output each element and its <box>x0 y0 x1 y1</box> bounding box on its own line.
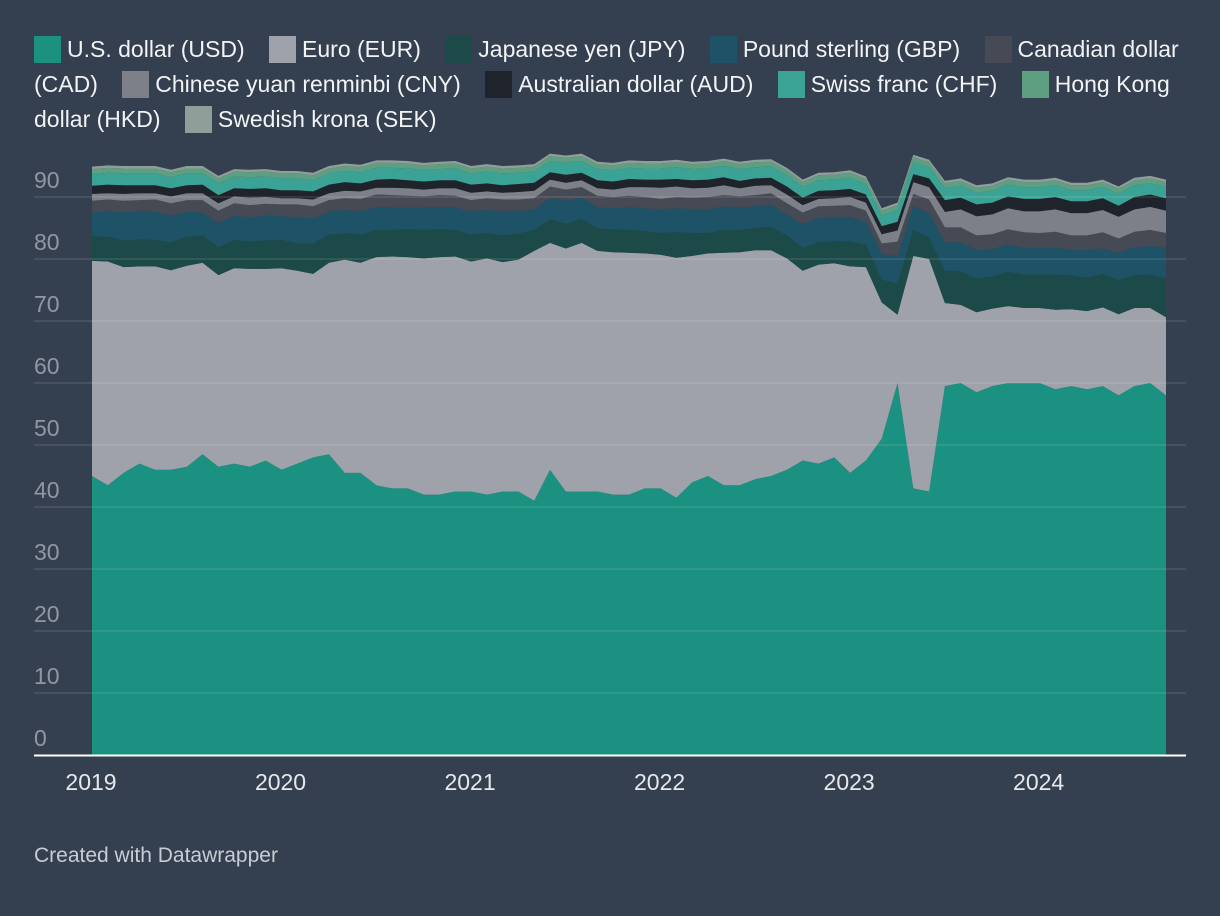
legend-item: Pound sterling (GBP) <box>709 36 961 63</box>
x-tick-label: 2023 <box>824 769 875 795</box>
legend-label: Canadian dollar (CAD) <box>34 36 1179 97</box>
y-axis-ticks: 0 10 20 30 40 50 60 70 80 90 <box>34 167 60 751</box>
legend-swatch <box>984 36 1012 63</box>
legend-swatch <box>122 71 150 98</box>
legend-swatch <box>709 36 737 63</box>
legend-label: Chinese yuan renminbi (CNY) <box>155 71 461 97</box>
legend-item: Swiss franc (CHF) <box>777 71 998 98</box>
area-series <box>92 153 1166 211</box>
area-series <box>92 242 1166 501</box>
area-series <box>92 186 1166 257</box>
stacked-area-chart: 0 10 20 30 40 50 60 70 80 90 2019 2020 2021 2022 2023… <box>34 153 1186 795</box>
legend-label: Euro (EUR) <box>302 36 421 62</box>
y-tick-label: 90 <box>34 167 60 193</box>
chart-areas <box>92 153 1166 755</box>
y-tick-label: 60 <box>34 353 60 379</box>
legend-swatch <box>269 36 297 63</box>
x-tick-label: 2020 <box>255 769 306 795</box>
legend-label: Pound sterling (GBP) <box>742 36 961 62</box>
legend-label: Australian dollar (AUD) <box>518 71 754 97</box>
legend-label: Swedish krona (SEK) <box>217 106 437 132</box>
area-series <box>92 218 1166 318</box>
y-tick-label: 50 <box>34 415 60 441</box>
area-series <box>92 179 1166 244</box>
legend-item: Japanese yen (JPY) <box>445 36 686 63</box>
chart-gridlines <box>34 196 1186 694</box>
x-tick-label: 2019 <box>65 769 116 795</box>
y-tick-label: 40 <box>34 477 60 503</box>
legend-label: U.S. dollar (USD) <box>67 36 245 62</box>
chart-legend: U.S. dollar (USD) Euro (EUR) Japanese ye… <box>34 32 1186 137</box>
x-axis-ticks: 2019 2020 2021 2022 2023 2024 <box>65 769 1064 795</box>
credit-text: Created with Datawrapper <box>34 844 278 867</box>
area-series <box>92 156 1166 216</box>
legend-label: Japanese yen (JPY) <box>478 36 686 62</box>
x-tick-label: 2024 <box>1013 769 1064 795</box>
y-tick-label: 0 <box>34 725 47 751</box>
y-tick-label: 70 <box>34 291 60 317</box>
legend-item: Chinese yuan renminbi (CNY) <box>122 71 461 98</box>
legend-swatch <box>485 71 513 98</box>
legend-item: Canadian dollar (CAD) <box>34 36 1179 97</box>
y-tick-label: 80 <box>34 229 60 255</box>
x-tick-label: 2022 <box>634 769 685 795</box>
legend-swatch <box>1021 71 1049 98</box>
x-tick-label: 2021 <box>444 769 495 795</box>
legend-swatch <box>777 71 805 98</box>
area-series <box>92 172 1166 235</box>
y-tick-label: 10 <box>34 663 60 689</box>
y-tick-label: 20 <box>34 601 60 627</box>
legend-label: Hong Kong dollar (HKD) <box>34 71 1170 132</box>
legend-swatch <box>34 36 61 63</box>
legend-item: Australian dollar (AUD) <box>485 71 754 98</box>
area-series <box>92 197 1166 284</box>
legend-item: Swedish krona (SEK) <box>184 106 437 133</box>
y-tick-label: 30 <box>34 539 60 565</box>
area-series <box>92 383 1166 755</box>
legend-item: U.S. dollar (USD) <box>34 36 245 63</box>
legend-swatch <box>445 36 473 63</box>
legend-label: Swiss franc (CHF) <box>810 71 998 97</box>
legend-item: Euro (EUR) <box>269 36 421 63</box>
area-series <box>92 161 1166 227</box>
legend-item: Hong Kong dollar (HKD) <box>34 71 1170 132</box>
legend-swatch <box>184 106 212 133</box>
